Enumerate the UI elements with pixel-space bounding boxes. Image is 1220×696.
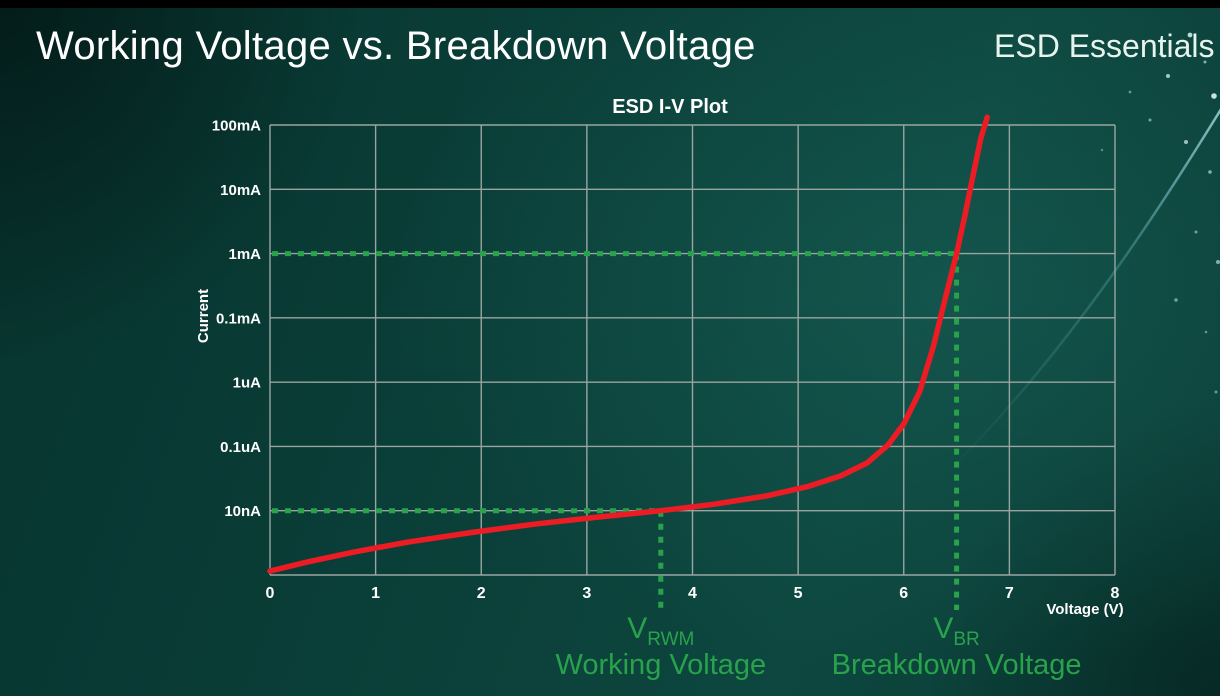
x-axis-label: Voltage (V) <box>1046 601 1124 618</box>
x-tick-label: 4 <box>688 585 697 602</box>
x-tick-label: 0 <box>266 585 275 602</box>
vrwm-caption: Working Voltage <box>555 649 767 681</box>
vrwm-subscript: RWM <box>647 629 695 650</box>
tick-labels: 0 1 2 3 4 5 6 7 8 100mA 10mA 1mA 0.1mA 1uA 0.1uA 10nA <box>212 118 1120 603</box>
x-tick-label: 3 <box>582 585 591 602</box>
x-tick-label: 6 <box>899 585 908 602</box>
y-tick-label: 0.1mA <box>216 310 261 327</box>
vbr-symbol: V <box>933 612 954 645</box>
y-tick-label: 10mA <box>220 182 261 199</box>
x-tick-label: 2 <box>477 585 486 602</box>
vbr-caption: Breakdown Voltage <box>831 649 1082 681</box>
x-tick-label: 8 <box>1111 585 1120 602</box>
x-tick-label: 5 <box>794 585 803 602</box>
vbr-subscript: BR <box>953 629 980 650</box>
y-tick-label: 10nA <box>224 503 261 520</box>
y-tick-label: 1uA <box>233 375 262 392</box>
iv-curve <box>267 114 990 574</box>
y-tick-label: 100mA <box>212 118 261 135</box>
vrwm-symbol: V <box>627 612 648 645</box>
y-tick-label: 0.1uA <box>220 439 261 456</box>
vbr-label: VBR <box>807 612 1107 651</box>
grid-lines <box>269 124 1116 576</box>
x-tick-label: 7 <box>1005 585 1014 602</box>
x-tick-label: 1 <box>371 585 380 602</box>
letterbox-bar <box>0 0 1220 8</box>
annotation-dotted-lines <box>272 251 960 610</box>
slide-title: Working Voltage vs. Breakdown Voltage <box>36 24 756 68</box>
chart-title: ESD I-V Plot <box>612 96 728 118</box>
y-tick-label: 1mA <box>228 246 261 263</box>
vrwm-label: VRWM <box>511 612 811 651</box>
brand-text: ESD Essentials <box>994 28 1215 64</box>
